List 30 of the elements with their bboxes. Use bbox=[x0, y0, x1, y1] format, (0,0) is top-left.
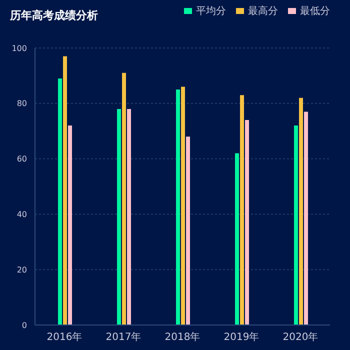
legend-label: 最低分 bbox=[300, 6, 330, 17]
bar bbox=[63, 56, 67, 325]
y-tick-label: 20 bbox=[16, 265, 27, 274]
bar bbox=[294, 126, 298, 325]
y-tick-label: 40 bbox=[16, 210, 27, 220]
bar bbox=[235, 153, 239, 325]
y-tick-label: 80 bbox=[16, 99, 27, 108]
y-tick-label: 60 bbox=[16, 154, 27, 164]
bar bbox=[245, 120, 249, 325]
bar bbox=[186, 136, 190, 325]
bar bbox=[68, 126, 72, 325]
x-tick-label: 2017年 bbox=[106, 331, 142, 344]
x-tick-label: 2018年 bbox=[164, 331, 200, 344]
bar bbox=[299, 98, 303, 325]
legend-label: 平均分 bbox=[196, 6, 226, 17]
bar bbox=[240, 95, 244, 325]
x-tick-label: 2019年 bbox=[224, 331, 260, 344]
bar bbox=[127, 108, 131, 325]
bar bbox=[181, 86, 185, 325]
y-tick-label: 0 bbox=[22, 320, 27, 330]
x-tick-label: 2016年 bbox=[46, 331, 82, 344]
x-tick-label: 2020年 bbox=[282, 331, 318, 344]
y-tick-label: 100 bbox=[12, 44, 27, 53]
bar bbox=[304, 112, 308, 325]
bar bbox=[122, 72, 126, 325]
bar bbox=[176, 90, 180, 325]
legend-label: 最高分 bbox=[248, 6, 278, 17]
chart-title: 历年高考成绩分析 bbox=[10, 8, 98, 23]
bar bbox=[58, 78, 62, 325]
bar bbox=[117, 108, 121, 325]
